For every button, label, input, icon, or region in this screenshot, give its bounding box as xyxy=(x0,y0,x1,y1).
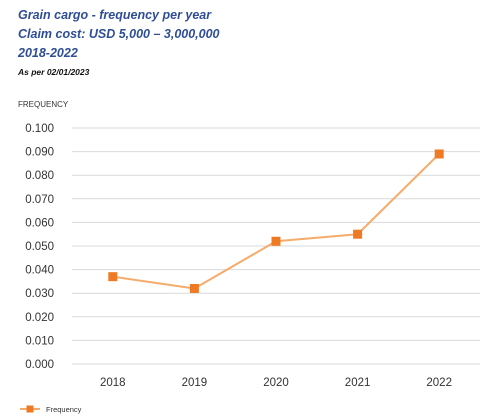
y-tick-label: 0.100 xyxy=(25,123,54,135)
chart-period: 2018-2022 xyxy=(18,46,78,60)
series-frequency xyxy=(108,149,444,293)
chart-heading: Grain cargo - frequency per year Claim c… xyxy=(18,6,220,77)
gridlines xyxy=(72,127,480,365)
data-point xyxy=(108,272,118,282)
chart-title: Grain cargo - frequency per year xyxy=(18,8,212,22)
y-tick-label: 0.060 xyxy=(25,217,54,229)
legend-label: Frequency xyxy=(46,405,82,414)
x-tick-label: 2020 xyxy=(263,377,289,389)
y-axis-label: FREQUENCY xyxy=(18,100,69,109)
legend-marker xyxy=(26,405,34,413)
y-tick-label: 0.080 xyxy=(25,170,54,182)
y-tick-label: 0.040 xyxy=(25,265,54,277)
data-point xyxy=(353,229,363,239)
x-tick-label: 2018 xyxy=(100,377,126,389)
y-tick-labels: 0.000 0.010 0.020 0.030 0.040 0.050 0.060 0.070… xyxy=(25,123,54,371)
legend: Frequency xyxy=(20,405,82,414)
x-tick-label: 2021 xyxy=(345,377,371,389)
x-tick-labels: 2018 2019 2020 2021 2022 xyxy=(100,377,452,389)
chart-subtitle: Claim cost: USD 5,000 – 3,000,000 xyxy=(18,27,220,41)
data-point xyxy=(434,149,444,159)
y-tick-label: 0.070 xyxy=(25,194,54,206)
y-tick-label: 0.020 xyxy=(25,312,54,324)
x-tick-label: 2019 xyxy=(182,377,208,389)
data-point xyxy=(189,283,199,293)
y-tick-label: 0.010 xyxy=(25,335,54,347)
y-tick-label: 0.030 xyxy=(25,288,54,300)
as-of-date: As per 02/01/2023 xyxy=(18,67,90,77)
series-line xyxy=(112,153,440,290)
y-tick-label: 0.000 xyxy=(25,359,54,371)
data-point xyxy=(271,236,281,246)
y-tick-label: 0.090 xyxy=(25,147,54,159)
y-tick-label: 0.050 xyxy=(25,241,54,253)
x-tick-label: 2022 xyxy=(426,377,452,389)
